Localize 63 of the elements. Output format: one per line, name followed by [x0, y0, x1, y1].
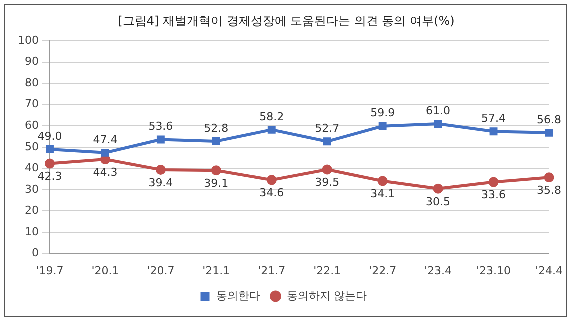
- data-label: 34.1: [370, 188, 396, 201]
- point: [268, 126, 276, 134]
- legend-label: 동의하지 않는다: [286, 289, 368, 302]
- data-label: 39.5: [315, 176, 340, 190]
- data-label: 35.8: [536, 184, 562, 197]
- x-tick-label: '23.10: [476, 264, 512, 278]
- point: [266, 175, 277, 186]
- data-label: 59.9: [370, 106, 396, 120]
- x-tick-label: '23.4: [424, 264, 452, 278]
- data-label: 30.5: [426, 195, 451, 208]
- point: [212, 137, 220, 146]
- data-label: 57.4: [482, 112, 506, 126]
- data-label: 39.4: [148, 176, 174, 190]
- point: [434, 120, 442, 128]
- data-label: 52.8: [204, 122, 229, 135]
- data-label: 44.3: [93, 166, 118, 179]
- y-tick-label: 100: [18, 34, 39, 47]
- data-label: 33.6: [482, 188, 506, 202]
- y-tick-label: 60: [24, 118, 39, 132]
- y-tick-label: 90: [24, 55, 39, 68]
- point: [156, 164, 166, 175]
- y-tick-label: 10: [24, 225, 39, 238]
- y-tick-label: 70: [24, 98, 39, 111]
- data-label: 53.6: [148, 120, 174, 134]
- x-tick-label: '21.7: [258, 264, 286, 278]
- point: [490, 128, 498, 136]
- x-tick-label: '22.1: [314, 264, 342, 278]
- point: [156, 136, 165, 144]
- x-tick-label: '19.7: [36, 264, 64, 278]
- legend-label: 동의한다: [216, 289, 260, 302]
- x-tick-label: '21.1: [202, 264, 230, 278]
- data-label: 49.0: [38, 130, 62, 143]
- data-label: 34.6: [260, 186, 284, 200]
- point: [488, 177, 499, 188]
- data-label: 52.7: [315, 122, 340, 136]
- point: [323, 138, 332, 146]
- point: [433, 184, 444, 194]
- point: [101, 148, 110, 157]
- x-tick-label: '20.1: [92, 264, 120, 278]
- x-tick-label: '24.4: [535, 264, 564, 278]
- data-label: 42.3: [38, 170, 62, 184]
- y-tick-label: 30: [24, 182, 39, 196]
- point: [544, 172, 554, 183]
- chart-title: [그림4] 재벌개혁이 경제성장에 도움된다는 의견 동의 여부(%): [117, 13, 456, 30]
- point: [211, 166, 222, 176]
- point: [545, 128, 554, 137]
- data-label: 47.4: [93, 133, 118, 146]
- point: [378, 122, 387, 130]
- data-label: 58.2: [260, 110, 284, 124]
- point: [46, 146, 54, 154]
- y-tick-label: 50: [24, 140, 39, 154]
- point: [44, 158, 55, 169]
- data-label: 61.0: [426, 104, 451, 118]
- data-label: 56.8: [536, 113, 562, 126]
- x-tick-label: '20.7: [147, 264, 175, 278]
- y-tick-label: 40: [24, 162, 39, 175]
- y-tick-label: 80: [24, 76, 39, 90]
- y-tick-label: 20: [24, 204, 39, 218]
- point: [378, 176, 388, 186]
- data-label: 39.1: [204, 176, 229, 190]
- point: [322, 164, 332, 175]
- y-tick-label: 0: [32, 246, 39, 260]
- x-tick-label: '22.7: [369, 264, 397, 278]
